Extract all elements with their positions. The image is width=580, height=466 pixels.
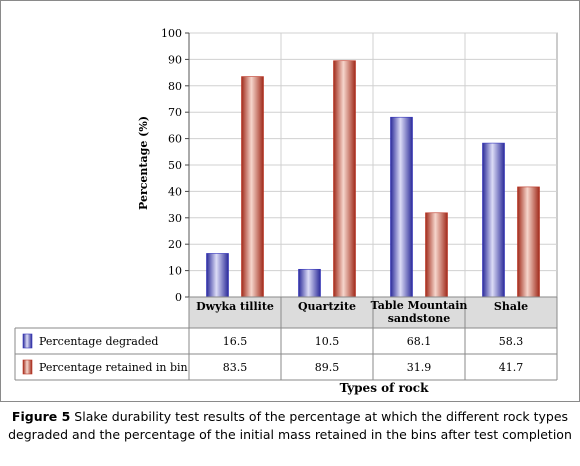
y-tick-label: 70 — [168, 106, 182, 119]
bar-degraded — [206, 253, 229, 298]
y-tick-label: 30 — [168, 212, 182, 225]
category-label: Shale — [494, 300, 528, 313]
data-label: 16.5 — [223, 335, 248, 348]
bar-degraded — [482, 142, 505, 298]
y-tick-label: 10 — [168, 265, 182, 278]
legend-swatch — [22, 333, 33, 349]
chart-frame: 0 10 20 30 40 50 60 70 80 90 100 Dwyka tillite Quar… — [0, 0, 580, 402]
category-label: Dwyka tillite — [196, 300, 274, 313]
category-label: Quartzite — [298, 300, 356, 313]
y-tick-label: 90 — [168, 53, 182, 66]
data-label: 68.1 — [407, 335, 432, 348]
bar-retained — [241, 76, 264, 298]
data-label: 58.3 — [499, 335, 524, 348]
figure-caption: Figure 5 Slake durability test results o… — [0, 408, 580, 444]
bar-retained — [425, 212, 448, 298]
data-label: 89.5 — [315, 361, 340, 374]
data-label: 10.5 — [315, 335, 340, 348]
bar-retained — [333, 60, 356, 298]
data-label: 83.5 — [223, 361, 248, 374]
y-tick-label: 80 — [168, 80, 182, 93]
data-label: 31.9 — [407, 361, 432, 374]
y-tick-label: 20 — [168, 238, 182, 251]
bar-retained — [517, 186, 540, 298]
y-tick-label: 100 — [161, 27, 182, 40]
y-tick-label: 40 — [168, 185, 182, 198]
y-tick-label: 0 — [175, 291, 182, 304]
legend-label: Percentage degraded — [39, 335, 158, 348]
y-tick-label: 50 — [168, 159, 182, 172]
figure-caption-text: Slake durability test results of the per… — [8, 409, 572, 442]
legend-swatch — [22, 359, 33, 375]
x-axis-label: Types of rock — [340, 381, 430, 395]
y-tick-label: 60 — [168, 133, 182, 146]
figure-label: Figure 5 — [11, 409, 71, 424]
legend-label: Percentage retained in bin — [39, 361, 188, 374]
category-label: Table Mountain sandstone — [371, 299, 468, 325]
bar-degraded — [390, 116, 413, 298]
data-label: 41.7 — [499, 361, 524, 374]
bar-degraded — [298, 268, 321, 298]
y-axis-label: Percentage (%) — [137, 116, 150, 210]
bar-chart: 0 10 20 30 40 50 60 70 80 90 100 Dwyka tillite Quar… — [14, 27, 558, 395]
